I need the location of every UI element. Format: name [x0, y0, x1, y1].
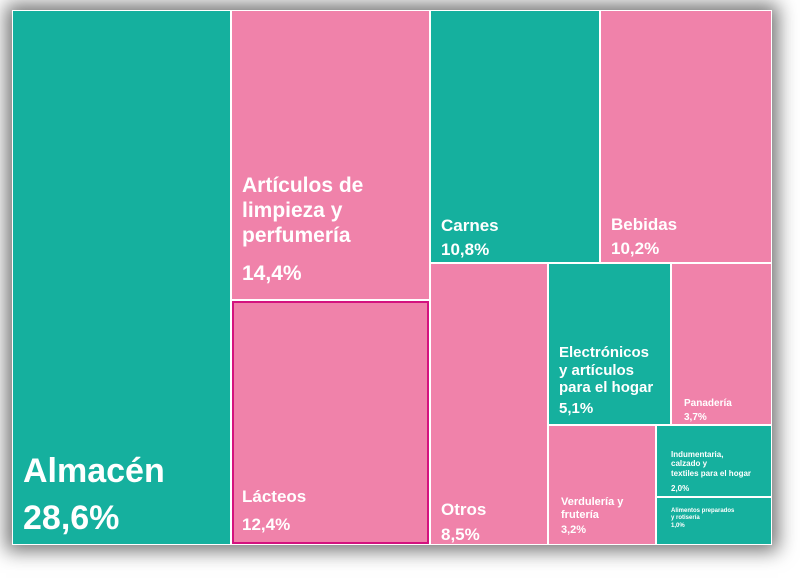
- treemap-tile-value: 14,4%: [242, 262, 302, 285]
- treemap-tile-label: Panadería: [684, 398, 732, 409]
- treemap-tile-value: 28,6%: [23, 499, 120, 537]
- treemap-tile-indumentaria-calzado-y-textiles-para-el-hogar: Indumentaria, calzado y textiles para el…: [656, 425, 772, 497]
- treemap-tile-electronicos-y-articulos-para-el-hogar: Electrónicos y artículos para el hogar 5,…: [548, 263, 671, 425]
- treemap-tile-label: Carnes: [441, 216, 499, 235]
- treemap-tile-value: 3,2%: [561, 524, 587, 536]
- chart-frame: Almacén 28,6% Artículos de limpieza y perf…: [12, 10, 772, 545]
- treemap-tile-value: 8,5%: [441, 525, 480, 544]
- treemap-tile-alimentos-preparados-y-rotiseria: Alimentos preparados y rotisería 1,0%: [656, 497, 772, 545]
- treemap-tile-otros: Otros 8,5%: [430, 263, 548, 545]
- treemap-tile-verduleria-y-fruteria: Verdulería y frutería 3,2%: [548, 425, 656, 545]
- treemap-tile-value: 12,4%: [242, 515, 291, 534]
- treemap-tile-value: 5,1%: [559, 400, 594, 417]
- treemap-tile-label: Electrónicos y artículos para el hogar: [559, 344, 654, 397]
- treemap-tile-label: Indumentaria, calzado y textiles para el…: [671, 450, 752, 478]
- treemap-chart: Almacén 28,6% Artículos de limpieza y perf…: [12, 10, 772, 545]
- treemap-tile-value: 3,7%: [684, 412, 707, 423]
- treemap-tile-label: Almacén: [23, 452, 165, 490]
- treemap-tile-panaderia: Panadería 3,7%: [671, 263, 772, 425]
- treemap-tile-value: 10,8%: [441, 240, 490, 259]
- treemap-tile-almacen: Almacén 28,6%: [12, 10, 231, 545]
- treemap-tile-value: 10,2%: [611, 239, 660, 258]
- treemap-tile-value: 2,0%: [671, 484, 690, 493]
- treemap-tile-lacteos: Lácteos 12,4%: [231, 300, 430, 545]
- treemap-tile-carnes: Carnes 10,8%: [430, 10, 600, 263]
- treemap-tile-label: Bebidas: [611, 215, 678, 234]
- treemap-tile-label: Otros: [441, 500, 487, 519]
- treemap-tile-label: Lácteos: [242, 487, 307, 506]
- treemap-tile-value: 1,0%: [671, 523, 685, 529]
- treemap-tile-label: Alimentos preparados y rotisería: [671, 508, 735, 522]
- treemap-tile-label: Verdulería y frutería: [561, 496, 624, 521]
- treemap-tile-articulos-de-limpieza-y-perfumeria: Artículos de limpieza y perfumería 14,4%: [231, 10, 430, 300]
- treemap-tile-label: Artículos de limpieza y perfumería: [242, 174, 364, 247]
- treemap-tile-bebidas: Bebidas 10,2%: [600, 10, 772, 263]
